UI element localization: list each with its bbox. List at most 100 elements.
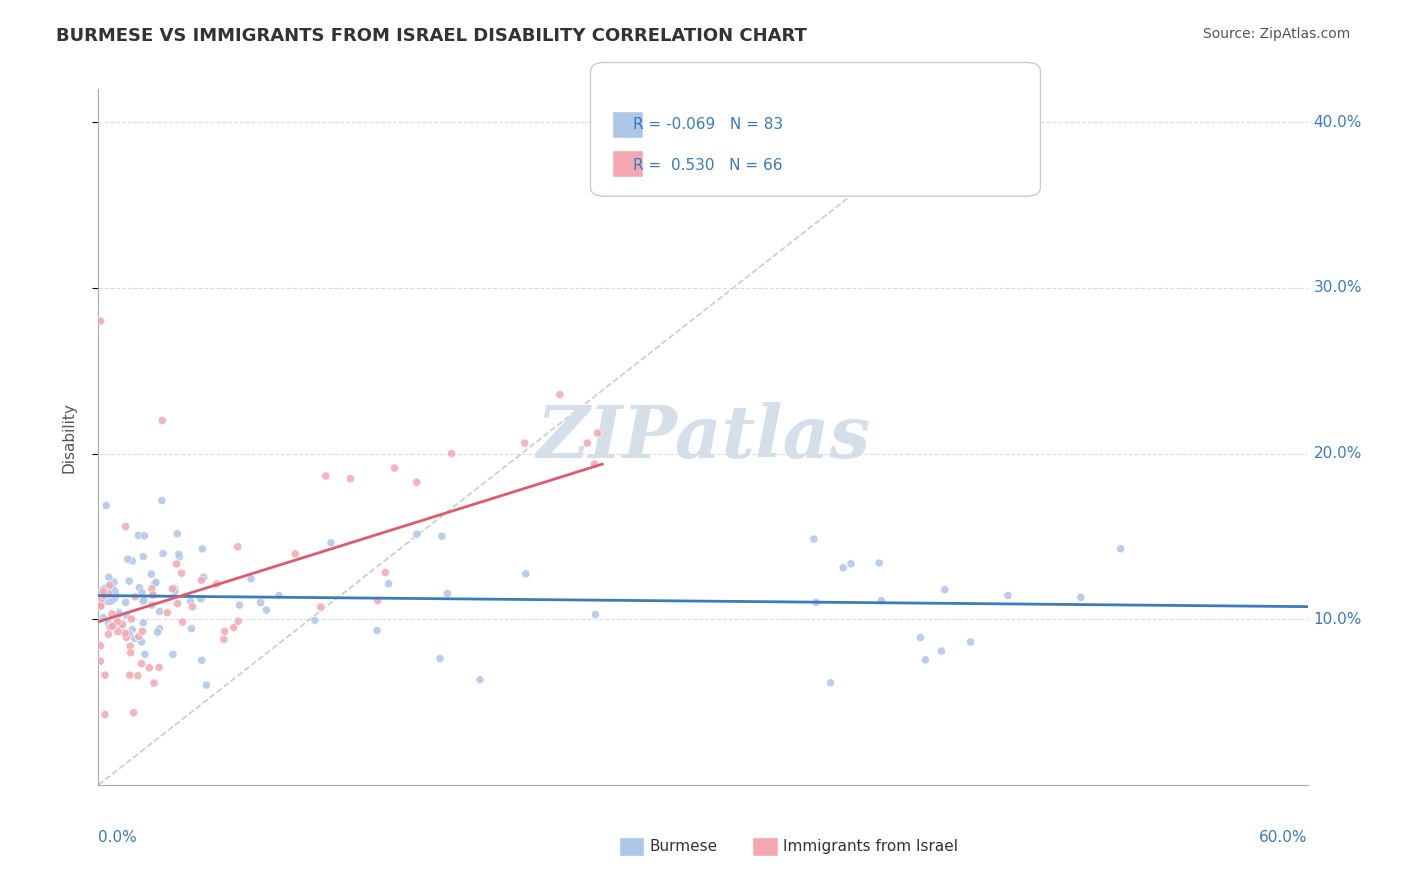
Point [162, 648, 184, 662]
Point [515, 566, 537, 581]
Point [190, 591, 212, 606]
Point [90, 599, 112, 613]
Point [868, 556, 890, 570]
Point [131, 657, 153, 671]
Point [128, 581, 150, 595]
Point [114, 595, 136, 609]
Point [267, 589, 290, 603]
Text: Immigrants from Israel: Immigrants from Israel [783, 839, 957, 854]
Point [132, 549, 155, 564]
Point [134, 529, 156, 543]
Point [97, 587, 120, 601]
Point [163, 582, 186, 596]
Point [309, 600, 332, 615]
Point [190, 653, 212, 667]
Point [172, 615, 194, 629]
Point [127, 668, 149, 682]
Point [315, 469, 337, 483]
Point [142, 588, 165, 602]
Point [89, 639, 111, 653]
Point [180, 622, 202, 636]
Text: 20.0%: 20.0% [1313, 446, 1362, 461]
Point [131, 624, 153, 639]
Point [804, 595, 827, 609]
Point [150, 413, 173, 427]
Point [93, 589, 115, 603]
Point [96, 499, 118, 513]
Point [586, 425, 609, 440]
Point [468, 673, 491, 687]
Point [141, 582, 163, 596]
Point [128, 528, 150, 542]
Point [90, 591, 112, 606]
Text: 40.0%: 40.0% [1313, 115, 1362, 130]
Point [132, 615, 155, 630]
Point [436, 586, 458, 600]
Y-axis label: Disability: Disability [62, 401, 77, 473]
Point [405, 475, 427, 490]
Point [931, 644, 953, 658]
Point [138, 661, 160, 675]
Point [132, 593, 155, 607]
Point [254, 603, 277, 617]
Point [143, 576, 166, 591]
Point [195, 678, 218, 692]
Point [167, 547, 190, 561]
Point [143, 676, 166, 690]
Point [576, 436, 599, 450]
Point [98, 620, 121, 634]
Point [93, 610, 115, 624]
Point [150, 493, 173, 508]
Point [180, 594, 202, 608]
Point [103, 574, 125, 589]
Point [934, 582, 956, 597]
Point [97, 627, 120, 641]
Text: BURMESE VS IMMIGRANTS FROM ISRAEL DISABILITY CORRELATION CHART: BURMESE VS IMMIGRANTS FROM ISRAEL DISABI… [56, 27, 807, 45]
Point [131, 635, 153, 649]
Point [870, 593, 893, 607]
Point [820, 676, 842, 690]
Point [1109, 541, 1132, 556]
Point [121, 554, 143, 568]
Point [117, 627, 139, 641]
Point [226, 540, 249, 554]
Point [910, 631, 932, 645]
Point [839, 557, 862, 571]
Point [91, 584, 114, 599]
Point [190, 574, 212, 588]
Point [205, 577, 228, 591]
Point [90, 599, 112, 613]
Point [249, 596, 271, 610]
Point [169, 549, 191, 564]
Point [132, 594, 155, 608]
Point [89, 654, 111, 668]
Point [118, 628, 141, 642]
Point [212, 632, 235, 647]
Text: ZIPatlas: ZIPatlas [536, 401, 870, 473]
Text: R =  0.530   N = 66: R = 0.530 N = 66 [633, 158, 782, 172]
Point [156, 606, 179, 620]
Point [228, 598, 250, 612]
Point [319, 536, 342, 550]
Point [141, 567, 163, 582]
Text: 0.0%: 0.0% [98, 830, 138, 845]
Point [148, 660, 170, 674]
Point [131, 585, 153, 599]
Point [124, 590, 146, 604]
Point [374, 566, 396, 580]
Point [585, 607, 607, 622]
Point [98, 578, 121, 592]
Point [97, 615, 120, 630]
Point [94, 668, 117, 682]
Text: R = -0.069   N = 83: R = -0.069 N = 83 [633, 118, 783, 132]
Point [583, 457, 606, 471]
Point [107, 624, 129, 639]
Point [111, 617, 134, 632]
Point [152, 547, 174, 561]
Point [145, 575, 167, 590]
Text: Burmese: Burmese [650, 839, 717, 854]
Point [117, 552, 139, 566]
Point [162, 582, 184, 596]
Point [97, 587, 120, 601]
Point [166, 526, 188, 541]
